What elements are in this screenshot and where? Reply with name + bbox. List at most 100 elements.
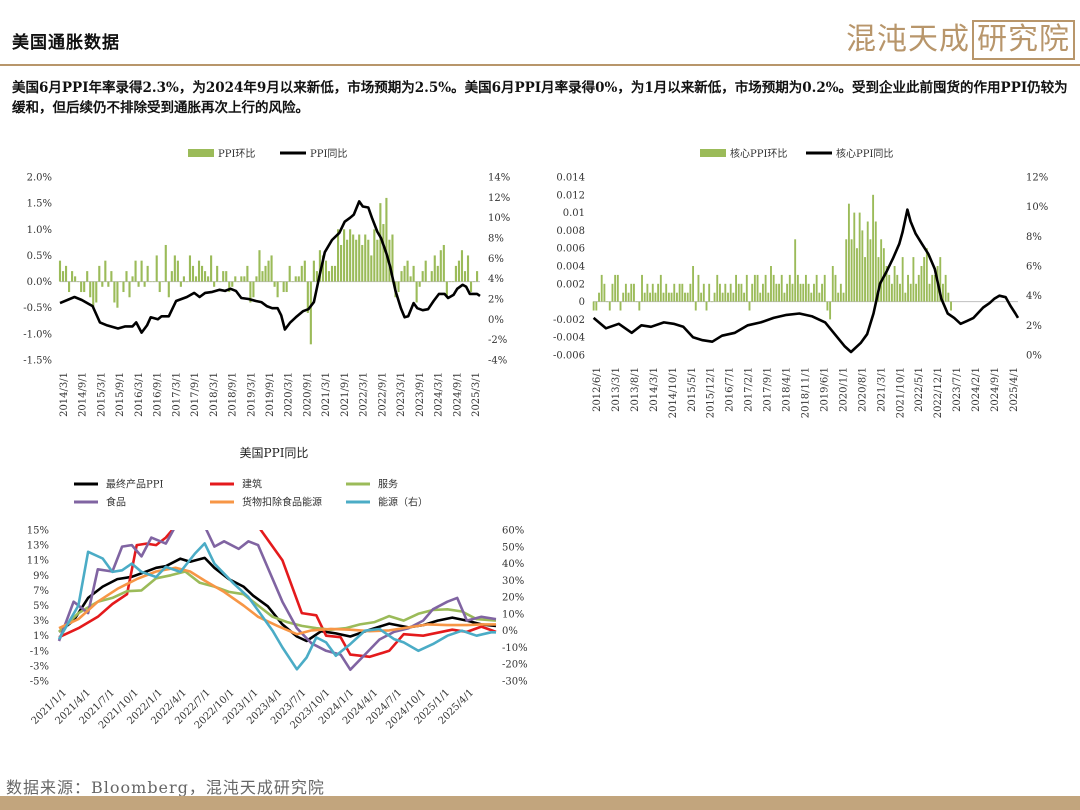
left-axis-tick-label: 1.5% (27, 199, 52, 210)
mom-bar (622, 292, 625, 302)
series-line (58, 566, 496, 636)
right-axis-tick-label: 12% (488, 193, 510, 204)
mom-bar (694, 301, 697, 311)
mom-bar (788, 274, 791, 302)
mom-bar (352, 234, 355, 282)
mom-bar (933, 274, 936, 302)
mom-bar (379, 203, 382, 282)
mom-bar (823, 274, 826, 302)
mom-bar (149, 281, 152, 283)
left-axis-tick-label: -1.0% (23, 329, 52, 340)
mom-bar (606, 301, 609, 303)
mom-bar (761, 283, 764, 302)
mom-bar (134, 260, 137, 282)
left-axis-tick-label: 0.004 (556, 262, 585, 273)
mom-bar (92, 281, 95, 308)
mom-bar (367, 239, 370, 282)
right-axis-tick-label: 12% (1026, 173, 1048, 184)
mom-bar (630, 283, 633, 302)
left-axis-tick-label: 0.01 (563, 208, 585, 219)
chart-x-tick-label: 2021/3/1 (321, 372, 332, 417)
mom-bar (445, 281, 448, 298)
mom-bar (173, 255, 176, 282)
mom-bar (909, 283, 912, 302)
mom-bar (890, 283, 893, 302)
mom-bar (297, 276, 300, 282)
mom-bar (842, 292, 845, 302)
mom-bar (764, 274, 767, 302)
mom-bar (845, 239, 848, 302)
left-axis-tick-label: -0.002 (553, 315, 585, 326)
logo-text-box: 研究院 (972, 20, 1075, 60)
chart-x-tick-label: 2015/5/1 (687, 367, 698, 412)
mom-bar (439, 250, 442, 282)
mom-bar (330, 265, 334, 282)
legend-bar-label: 核心PPI环比 (730, 147, 787, 160)
mom-bar (77, 281, 80, 283)
mom-bar (598, 292, 600, 302)
chart-x-tick-label: 2025/3/1 (471, 372, 482, 417)
right-axis-tick-label: 8% (488, 234, 504, 245)
mom-bar (194, 276, 198, 282)
chart-x-tick-label: 2014/10/1 (668, 367, 679, 418)
mom-bar (737, 283, 740, 302)
mom-bar (210, 255, 213, 282)
legend-bar-label: PPI环比 (218, 148, 255, 160)
chart-x-tick-label: 2018/3/1 (209, 372, 220, 417)
mom-bar (869, 239, 872, 302)
mom-bar (947, 292, 950, 302)
mom-bar (204, 271, 207, 282)
mom-bar (767, 292, 770, 302)
mom-bar (318, 250, 321, 282)
mom-bar (469, 281, 473, 293)
mom-bar (291, 281, 294, 283)
mom-bar (261, 271, 264, 282)
mom-bar (415, 281, 418, 303)
mom-bar (430, 271, 433, 282)
mom-bar (68, 281, 71, 293)
right-axis-tick-label: 2% (1026, 321, 1042, 332)
chart-x-tick-label: 2024/9/1 (452, 372, 463, 417)
series-line (57, 530, 497, 671)
mom-bar (847, 203, 850, 302)
mom-bar (101, 281, 104, 287)
mom-bar (207, 276, 210, 282)
mom-bar (409, 276, 412, 282)
mom-bar (721, 292, 724, 302)
left-axis-tick-label: 9% (33, 571, 49, 582)
chart-x-tick-label: 2013/3/1 (611, 367, 622, 412)
mom-bar (234, 276, 237, 282)
mom-bar (651, 283, 654, 302)
chart-x-tick-label: 2018/9/1 (228, 372, 239, 417)
mom-bar (107, 281, 110, 287)
mom-bar (901, 257, 904, 302)
left-axis-tick-label: -0.5% (23, 303, 52, 314)
chart-x-tick-label: 2013/8/1 (630, 367, 641, 412)
right-axis-tick-label: 4% (488, 274, 504, 285)
right-axis-tick-label: 6% (488, 254, 504, 265)
mom-bar (925, 248, 928, 302)
legend-line-label: PPI同比 (310, 148, 347, 160)
mom-bar (676, 292, 678, 302)
legend-bar-swatch (700, 149, 726, 157)
mom-bar (143, 281, 146, 287)
chart-x-tick-label: 2017/9/1 (763, 367, 774, 412)
chart-x-tick-label: 2023/9/1 (415, 372, 426, 417)
mom-bar (188, 255, 192, 282)
right-axis-tick-label: 40% (502, 559, 524, 570)
right-axis-tick-label: -2% (488, 335, 507, 346)
mom-bar (880, 239, 883, 302)
mom-bar (448, 281, 451, 283)
yoy-line (592, 208, 1020, 354)
mom-bar (83, 281, 86, 293)
right-axis-tick-label: 10% (502, 609, 524, 620)
mom-bar (783, 292, 786, 302)
mom-bar (264, 265, 267, 282)
mom-bar (200, 265, 204, 282)
left-axis-tick-label: -1% (30, 646, 49, 657)
legend-label: 能源（右） (378, 496, 428, 509)
mom-bar (826, 301, 829, 311)
mom-bar (896, 274, 899, 302)
left-axis-tick-label: 15% (27, 526, 49, 537)
right-axis-tick-label: 0% (488, 315, 504, 326)
